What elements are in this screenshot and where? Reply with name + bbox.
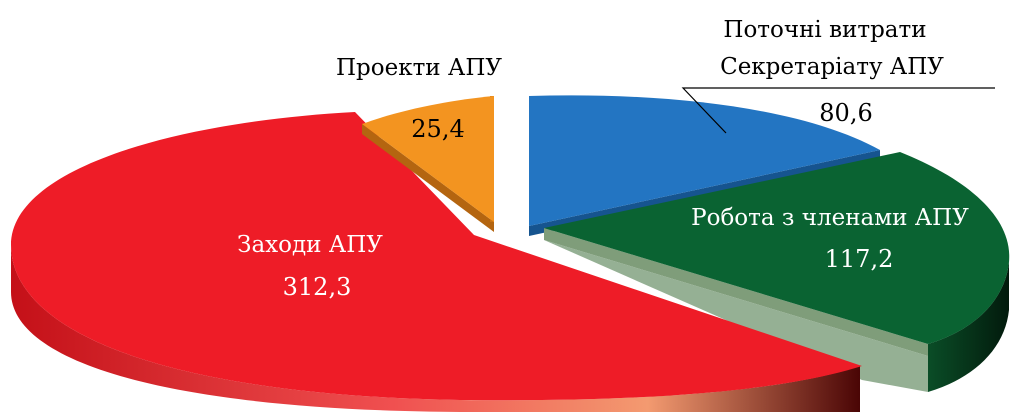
pie-slice-projects: [362, 96, 494, 232]
leader-line: [681, 87, 995, 134]
slice-value-label: 80,6: [819, 99, 872, 127]
slice-label-members-work: Робота з членами АПУ 117,2: [691, 205, 969, 273]
slice-label-projects: Проекти АПУ 25,4: [336, 55, 502, 143]
slice-label-line-1: Заходи АПУ: [237, 232, 383, 258]
slice-front-face: [544, 228, 928, 356]
slice-top: [362, 96, 494, 222]
slice-label-line-1: Проекти АПУ: [336, 55, 502, 81]
slice-rim: [928, 262, 1009, 392]
slice-label-current-expenses: Поточні витрати Секретаріату АПУ 80,6: [720, 17, 944, 127]
slice-top: [544, 152, 1010, 344]
slice-label-line-2: Секретаріату АПУ: [720, 54, 944, 80]
pie-slice-events: [11, 112, 862, 412]
slice-value-label: 25,4: [411, 115, 464, 143]
slice-side: [362, 124, 494, 232]
slice-label-events: Заходи АПУ 312,3: [237, 232, 383, 301]
slice-top: [11, 112, 862, 401]
pie-slice-members-work: [544, 152, 1010, 392]
slice-label-line-1: Робота з членами АПУ: [691, 205, 969, 231]
slice-front-lower: [544, 240, 928, 392]
slice-top: [529, 95, 880, 227]
slice-value-label: 117,2: [825, 245, 894, 273]
slice-label-line-1: Поточні витрати: [723, 17, 926, 43]
slice-rim: [11, 245, 860, 412]
slice-value-label: 312,3: [283, 273, 352, 301]
